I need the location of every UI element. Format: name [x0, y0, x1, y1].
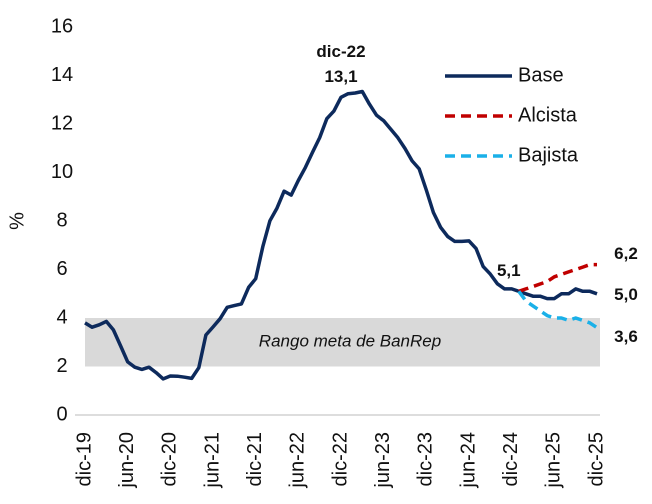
data-label: 13,1 [324, 67, 357, 86]
x-tick-label: dic-19 [73, 432, 95, 486]
y-tick-label: 8 [56, 209, 67, 231]
x-tick-label: jun-21 [201, 432, 223, 489]
y-tick-label: 2 [56, 355, 67, 377]
y-tick-label: 14 [51, 64, 73, 86]
band-label: Rango meta de BanRep [259, 332, 441, 351]
legend-label: Alcista [518, 104, 578, 126]
y-tick-label: 4 [56, 306, 67, 328]
x-tick-label: jun-24 [457, 432, 479, 489]
x-tick-label: jun-20 [116, 432, 138, 489]
y-tick-label: 12 [51, 112, 73, 134]
x-tick-label: dic-20 [159, 432, 181, 486]
x-tick-label: dic-22 [329, 432, 351, 486]
x-tick-label: dic-21 [244, 432, 266, 486]
series-line [517, 290, 598, 330]
y-tick-label: 16 [51, 15, 73, 37]
data-label: 3,6 [614, 327, 638, 346]
x-tick-label: dic-24 [500, 432, 522, 486]
legend-label: Bajista [518, 144, 579, 166]
legend-label: Base [518, 64, 564, 86]
y-axis-label: % [6, 212, 28, 230]
data-label: 6,2 [614, 244, 638, 263]
series-line [518, 262, 597, 293]
y-tick-label: 0 [56, 403, 67, 425]
y-tick-label: 6 [56, 258, 67, 280]
data-label: 5,1 [497, 261, 521, 280]
x-tick-label: jun-23 [372, 432, 394, 489]
series-line [84, 89, 598, 381]
x-tick-label: dic-23 [415, 432, 437, 486]
x-tick-label: jun-25 [543, 432, 565, 489]
annotation: dic-22 [316, 42, 365, 61]
x-tick-label: jun-22 [287, 432, 309, 489]
x-tick-label: dic-25 [585, 432, 607, 486]
data-label: 5,0 [614, 285, 638, 304]
target-band [85, 318, 600, 367]
y-tick-label: 10 [51, 161, 73, 183]
